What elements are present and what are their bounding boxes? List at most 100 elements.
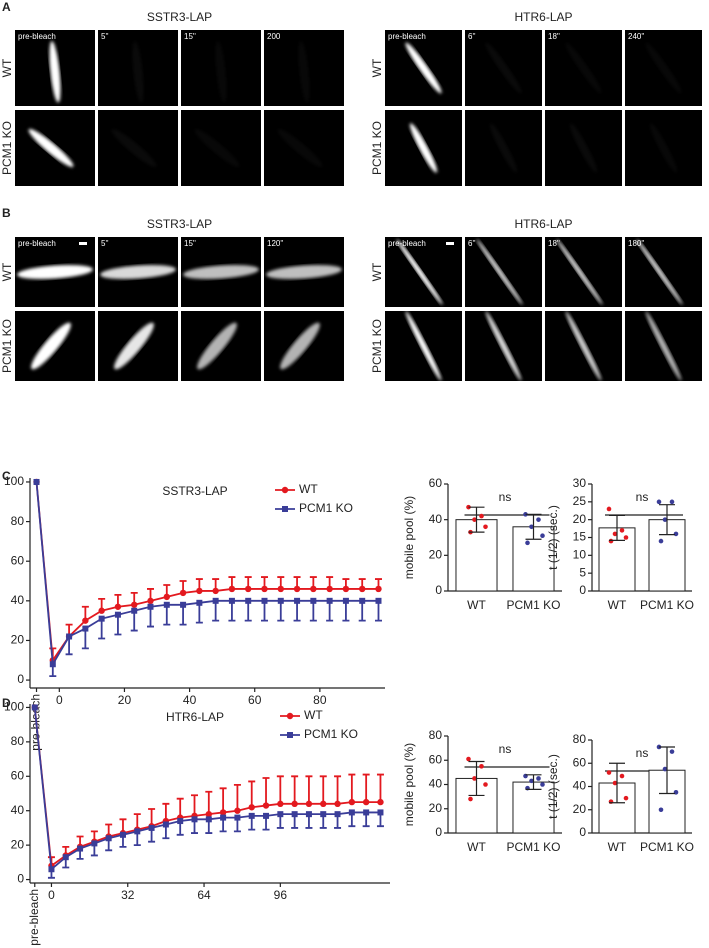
y-tick-label: 0 xyxy=(579,583,586,597)
time-label: 240'' xyxy=(628,32,645,41)
chart-title: HTR6-LAP xyxy=(166,710,224,724)
cilium xyxy=(405,311,442,381)
marker xyxy=(375,597,382,604)
y-tick-label: 15 xyxy=(573,530,587,544)
error-bar xyxy=(277,600,285,622)
error-bar xyxy=(659,504,675,536)
data-point xyxy=(472,517,477,522)
error-bar xyxy=(326,600,334,622)
x-tick-label: 0 xyxy=(56,693,63,707)
marker xyxy=(228,597,235,604)
error-bar xyxy=(609,514,625,541)
x-tick-label: WT xyxy=(608,840,627,854)
error-bar xyxy=(179,604,187,626)
data-point xyxy=(529,778,534,784)
data-point xyxy=(536,517,541,522)
cilium xyxy=(114,322,154,370)
error-bar xyxy=(147,606,155,628)
y-tick-label: 40 xyxy=(573,779,587,793)
marker xyxy=(205,816,212,823)
row-label: WT xyxy=(0,58,14,77)
cilium xyxy=(197,322,237,370)
y-tick-label: 80 xyxy=(573,732,587,746)
data-point xyxy=(466,756,471,762)
marker xyxy=(293,585,301,593)
marker xyxy=(359,585,366,593)
error-bar xyxy=(291,775,299,804)
marker xyxy=(98,607,105,614)
marker xyxy=(205,810,213,818)
marker xyxy=(31,704,38,711)
marker xyxy=(342,585,350,593)
y-tick-label: 20 xyxy=(11,633,25,647)
data-point xyxy=(540,533,545,539)
data-point xyxy=(612,531,618,537)
error-bar xyxy=(163,604,171,626)
micrograph xyxy=(625,110,702,186)
annotation: ns xyxy=(636,746,649,760)
marker xyxy=(277,811,284,818)
time-label: 15'' xyxy=(184,239,196,248)
legend-label: WT xyxy=(304,708,323,722)
cilium xyxy=(476,239,523,305)
marker xyxy=(119,831,126,838)
cilium xyxy=(485,42,522,94)
marker xyxy=(263,812,270,819)
marker xyxy=(66,633,73,640)
y-tick-label: 60 xyxy=(11,768,25,782)
data-point xyxy=(619,528,625,533)
error-bar xyxy=(319,775,327,804)
panel-title: SSTR3-LAP xyxy=(147,10,212,24)
error-bar xyxy=(362,773,370,803)
micrograph xyxy=(625,237,702,307)
cilium xyxy=(396,239,443,305)
data-point xyxy=(536,776,541,781)
marker xyxy=(363,809,370,816)
error-bar xyxy=(376,773,384,803)
cilium xyxy=(49,40,61,103)
cilium xyxy=(409,123,438,173)
marker xyxy=(114,611,121,618)
time-label: pre-bleach xyxy=(388,239,426,248)
row-label: PCM1 KO xyxy=(0,121,14,175)
error-bar xyxy=(244,600,252,622)
error-bar xyxy=(348,773,356,803)
row-label: PCM1 KO xyxy=(0,319,14,373)
y-tick-label: 0 xyxy=(17,672,24,686)
error-bar xyxy=(130,610,138,632)
error-bar xyxy=(525,774,542,790)
marker xyxy=(294,597,301,604)
cilium xyxy=(100,264,176,280)
y-tick-label: 100 xyxy=(4,700,24,714)
x-tick-label: 60 xyxy=(248,693,262,707)
y-tick-label: 40 xyxy=(429,512,443,526)
marker xyxy=(310,597,317,604)
panel-letter: A xyxy=(2,0,11,14)
marker xyxy=(334,811,341,818)
marker xyxy=(320,811,327,818)
micrograph xyxy=(545,237,622,307)
marker xyxy=(179,589,187,597)
y-tick-label: 20 xyxy=(573,802,587,816)
cilium xyxy=(485,311,522,381)
cilium xyxy=(569,123,598,173)
marker xyxy=(291,811,298,818)
marker xyxy=(162,821,169,828)
marker xyxy=(377,809,384,816)
y-tick-label: 60 xyxy=(573,755,587,769)
y-tick-label: 25 xyxy=(573,494,587,508)
cilium xyxy=(28,128,74,168)
data-point xyxy=(623,535,629,540)
cilium xyxy=(645,311,682,381)
error-bar xyxy=(212,600,220,622)
cilium xyxy=(556,239,603,305)
x-tick-label: PCM1 KO xyxy=(506,840,560,854)
x-tick-label: WT xyxy=(608,598,627,612)
time-label: pre-bleach xyxy=(18,239,56,248)
marker xyxy=(33,478,40,485)
marker xyxy=(348,809,355,816)
micrograph xyxy=(465,237,542,307)
time-label: pre-bleach xyxy=(18,32,56,41)
marker xyxy=(248,812,255,819)
cilium xyxy=(405,42,442,94)
